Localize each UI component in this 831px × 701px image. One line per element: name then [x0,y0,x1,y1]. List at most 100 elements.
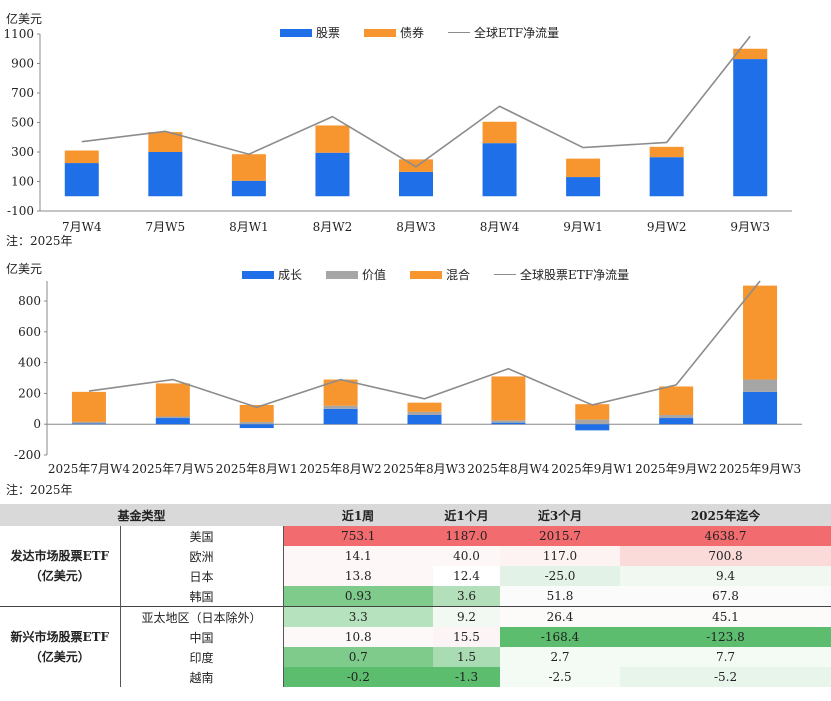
y-tick-label: 1100 [3,27,34,41]
header-fund-type: 基金类型 [0,504,284,526]
bar-价值-2025年7月W5 [155,416,190,419]
row-name: 韩国 [120,586,284,607]
table-row: 越南 -0.2 -1.3 -2.5 -5.2 [0,667,831,687]
x-tick-label: 8月W1 [229,220,269,234]
bar-股票-9月W3 [733,59,768,197]
table-cell: 9.2 [433,606,501,627]
equity-etf-flow-chart: 亿美元 成长 价值 混合 全球股票ETF净流量 -200 0 200 400 600 80… [0,255,831,497]
header-1m: 近1个月 [433,504,501,526]
table-cell: 753.1 [283,526,434,546]
x-tick-label: 8月W4 [480,220,520,234]
table-row: 新兴市场股票ETF（亿美元） 亚太地区（日本除外） 3.3 9.2 26.4 45.1 [0,606,831,687]
bar-价值-2025年8月W4 [491,420,526,423]
bar-股票-8月W3 [399,171,433,197]
bar-价值-2025年9月W2 [659,414,694,419]
x-tick-label: 2025年9月W1 [551,462,633,476]
y-tick-label: 600 [18,325,41,339]
legend-line-label: 全球ETF净流量 [474,26,560,40]
group-label: 发达市场股票ETF（亿美元） [0,526,121,607]
row-name: 中国 [120,627,284,647]
table-cell: 0.7 [283,647,434,667]
x-tick-label: 2025年8月W4 [467,462,550,476]
legend-growth-label: 成长 [278,268,303,282]
y-tick-label: 500 [11,116,34,130]
header-ytd: 2025年迄今 [620,504,831,526]
bar-债券-9月W3 [733,48,768,60]
table-cell: 3.6 [433,586,501,607]
x-tick-label: 8月W2 [313,220,353,234]
table-cell: 14.1 [283,546,434,566]
header-1w: 近1周 [283,504,434,526]
bar-成长-2025年9月W2 [659,418,694,425]
etf-flow-chart: 亿美元 股票 债券 全球ETF净流量 -100 100 300 500 700 900 11… [0,0,831,248]
table-cell: -168.4 [500,627,621,647]
bar-混合-2025年8月W3 [407,402,442,412]
x-tick-label: 2025年7月W5 [132,462,214,476]
bar-混合-2025年8月W4 [491,376,526,421]
bar-股票-7月W4 [64,163,99,197]
bar-混合-2025年8月W1 [239,404,274,422]
table-cell: 0.93 [283,586,434,607]
table-cell: 45.1 [620,606,831,627]
chart1-note: 注：2025年 [6,234,73,248]
table-cell: 4638.7 [620,526,831,546]
legend-mixed-swatch [410,270,443,279]
y-tick-label: 800 [18,294,41,308]
y-tick-label: 300 [11,145,34,159]
chart2-unit: 亿美元 [6,262,43,276]
chart2-note: 注：2025年 [6,483,73,497]
y-tick-label: 0 [33,417,41,431]
table-cell: 10.8 [283,627,434,647]
bar-债券-9月W2 [649,146,684,158]
table-cell: 67.8 [620,586,831,607]
legend-line2-label: 全球股票ETF净流量 [520,268,630,282]
bar-成长-2025年7月W5 [155,418,190,425]
y-tick-label: 900 [11,57,34,71]
table-row: 韩国 0.93 3.6 51.8 67.8 [0,586,831,607]
bar-混合-2025年9月W3 [743,285,778,380]
table-cell: -25.0 [500,566,621,586]
table-row: 印度 0.7 1.5 2.7 7.7 [0,647,831,667]
y-tick-label: 700 [11,86,34,100]
legend-mixed-label: 混合 [446,268,471,282]
bar-成长-2025年8月W3 [407,414,442,425]
bar-价值-2025年7月W4 [71,421,106,424]
row-name: 越南 [120,667,284,687]
table-cell: 15.5 [433,627,501,647]
table-cell: 40.0 [433,546,501,566]
bar-债券-8月W1 [231,154,266,181]
table-row: 发达市场股票ETF（亿美元） 美国 753.1 1187.0 2015.7 4638.7 [0,526,831,607]
legend-bond-label: 债券 [400,26,425,40]
chart1-legend: 股票 债券 全球ETF净流量 [280,24,577,41]
x-tick-label: 9月W2 [647,220,687,234]
legend-line2-swatch [494,274,517,275]
bar-混合-2025年7月W5 [155,383,190,417]
table-row: 中国 10.8 15.5 -168.4 -123.8 [0,627,831,647]
table-cell: -0.2 [283,667,434,687]
bar-成长-2025年8月W4 [491,422,526,425]
y-tick-label: 100 [11,175,34,189]
bar-价值-2025年8月W3 [407,411,442,415]
bar-价值-2025年9月W1 [575,419,610,425]
bar-成长-2025年7月W4 [71,423,106,425]
bar-成长-2025年9月W3 [743,391,778,425]
row-name: 欧洲 [120,546,284,566]
bar-债券-7月W5 [148,132,183,152]
table-cell: -1.3 [433,667,501,687]
table-cell: -2.5 [500,667,621,687]
legend-growth-swatch [242,270,274,279]
table-cell: -5.2 [620,667,831,687]
bar-混合-2025年7月W4 [71,391,106,422]
y-tick-label: 400 [18,356,41,370]
table-cell: 1.5 [433,647,501,667]
x-tick-label: 9月W1 [563,220,603,234]
x-tick-label: 2025年9月W2 [635,462,717,476]
x-tick-label: 7月W5 [146,220,186,234]
bar-股票-9月W1 [566,177,601,197]
table-row: 日本 13.8 12.4 -25.0 9.4 [0,566,831,586]
chart1-unit: 亿美元 [6,12,43,26]
bar-股票-9月W2 [649,157,684,197]
group-label: 新兴市场股票ETF（亿美元） [0,606,121,687]
table-cell: 7.7 [620,647,831,667]
